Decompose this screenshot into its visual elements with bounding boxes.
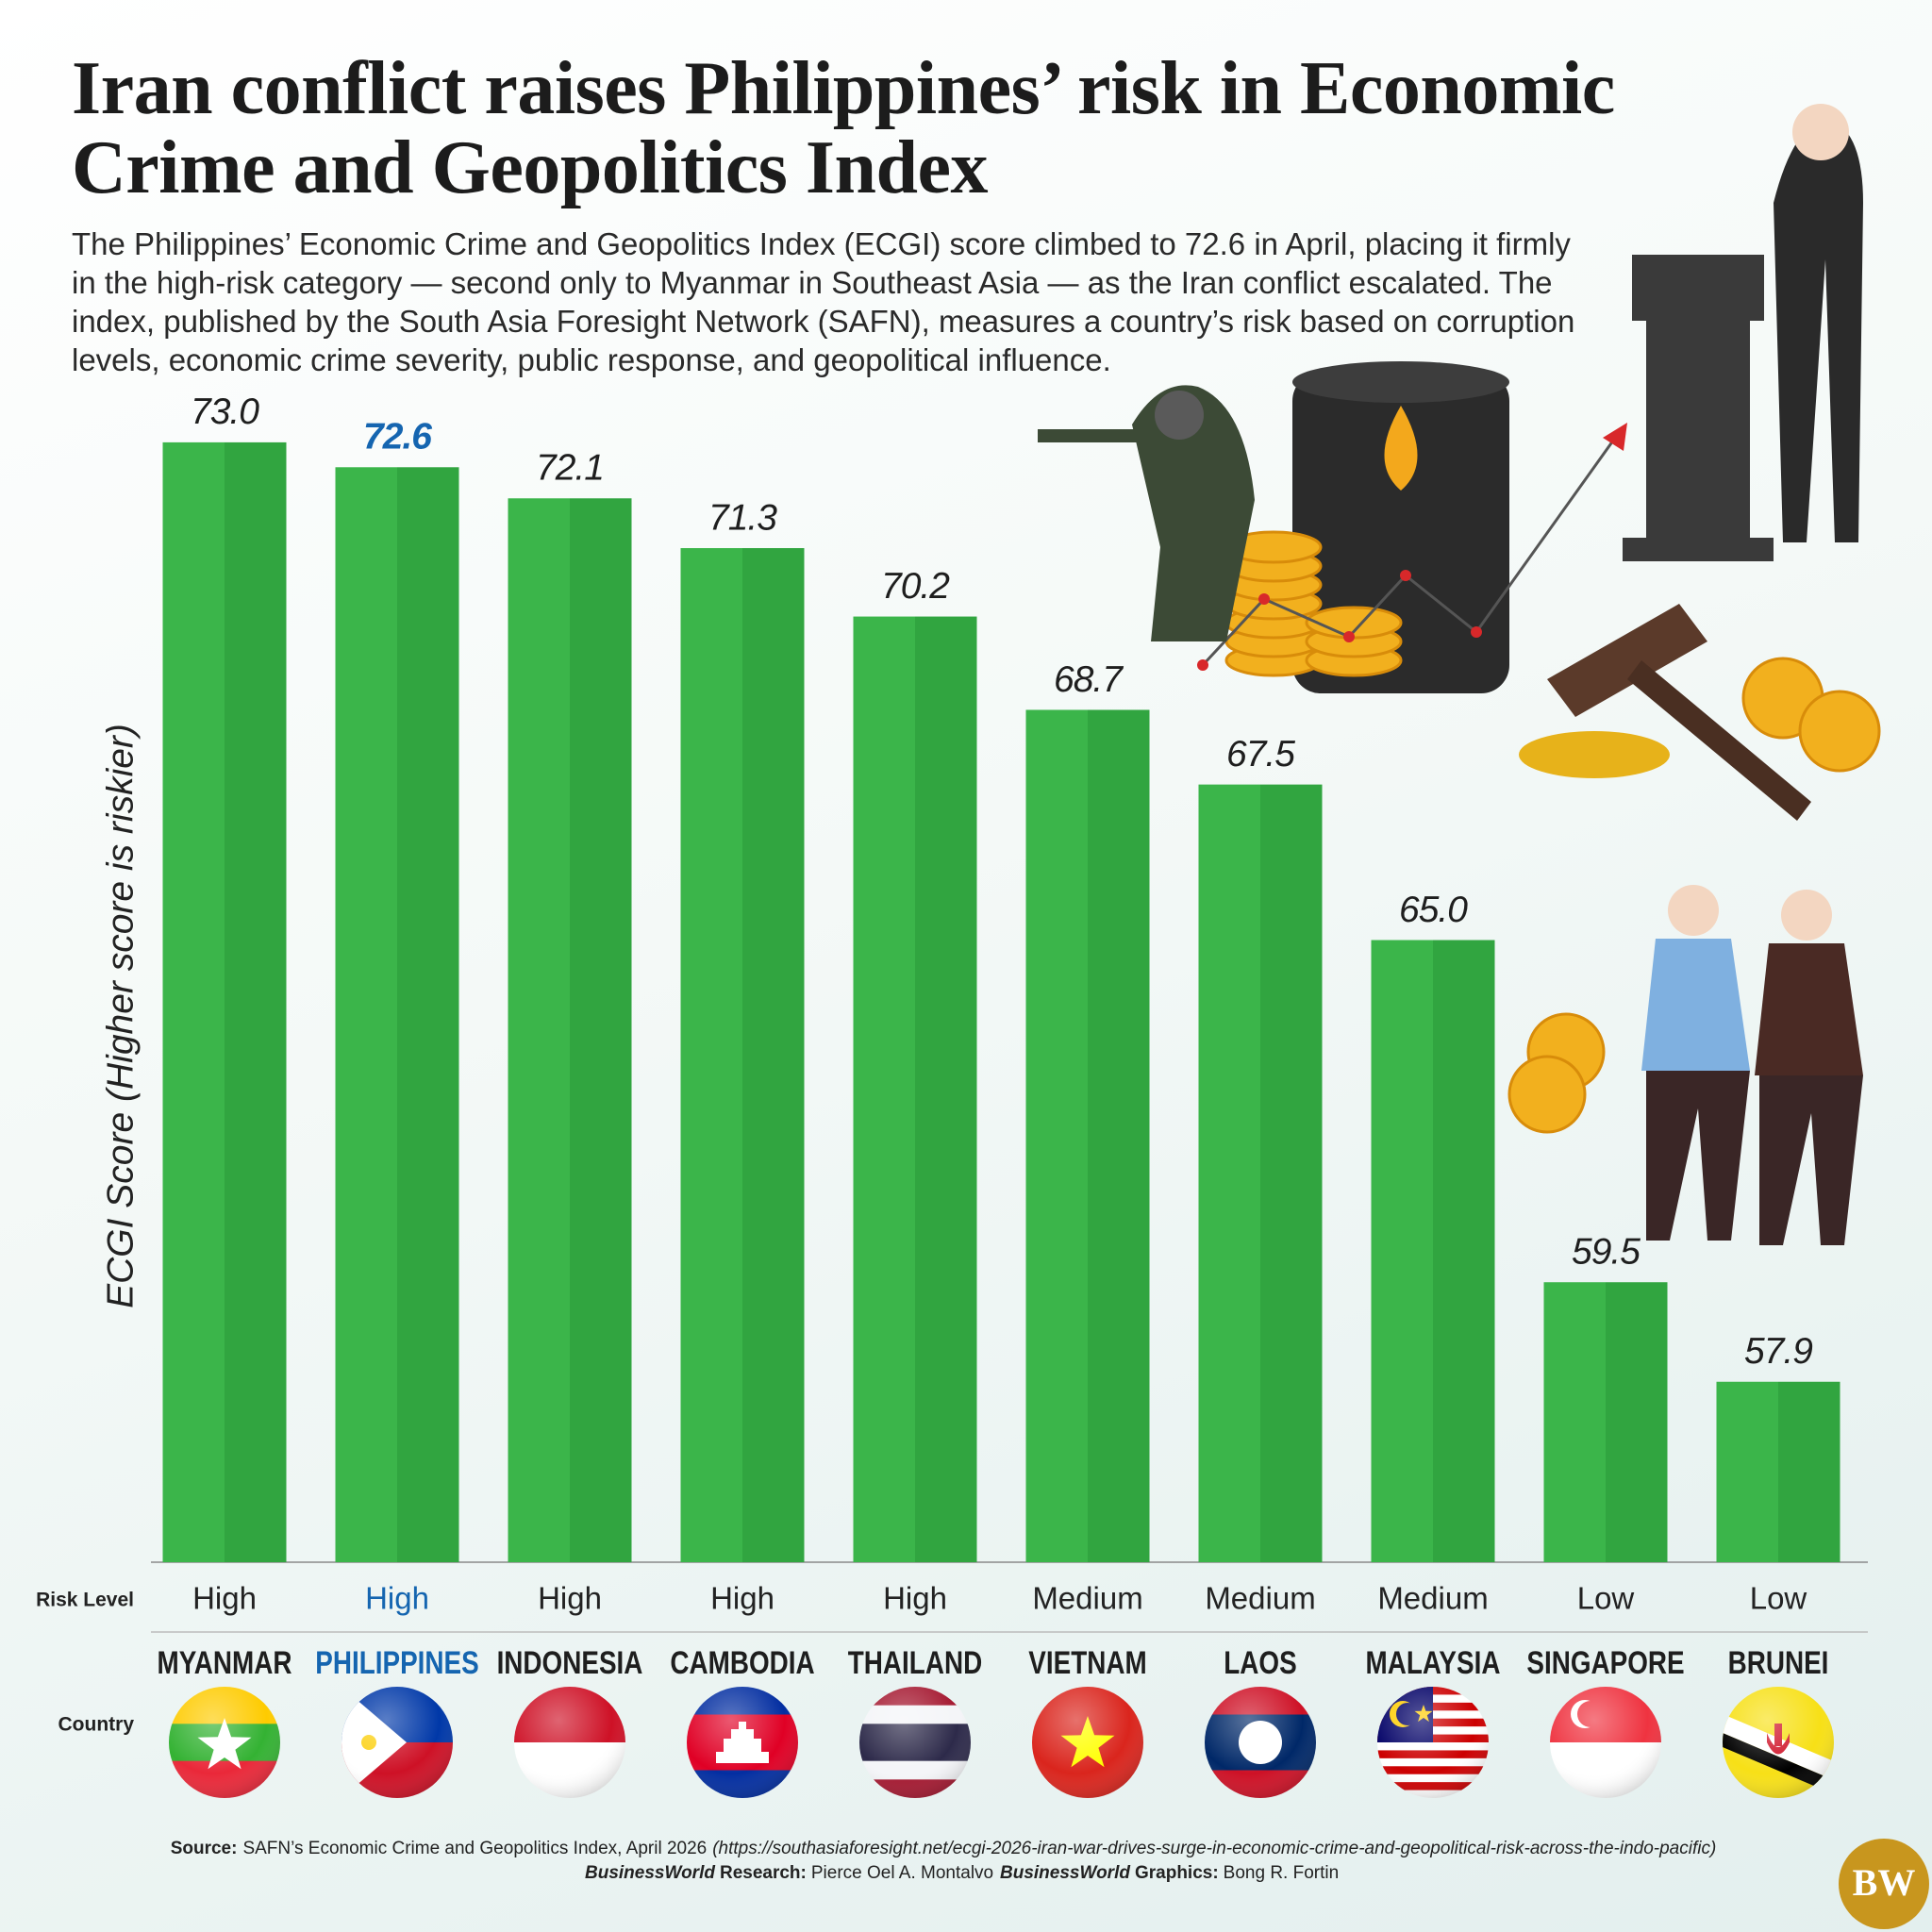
x-tick-label: PHILIPPINES [315, 1644, 478, 1680]
row-label: Country [58, 1714, 135, 1736]
bar [1716, 1381, 1840, 1562]
bar [680, 548, 805, 1562]
risk-level: High [883, 1581, 947, 1616]
credit-role: Research: [720, 1863, 807, 1883]
credit: BusinessWorld Graphics: Bong R. Fortin [1000, 1863, 1339, 1883]
flag-shine [859, 1687, 971, 1798]
risk-level: High [710, 1581, 774, 1616]
bar [853, 616, 977, 1562]
logo-badge [1839, 1839, 1929, 1929]
flag-shine [1377, 1687, 1489, 1798]
credit-role: Graphics: [1135, 1863, 1219, 1883]
credit-brand: BusinessWorld [1000, 1863, 1130, 1883]
risk-level: Medium [1205, 1581, 1315, 1616]
logo: BW [1853, 1861, 1916, 1904]
source-label: Source: [171, 1839, 238, 1858]
chart-title: Iran conflict raises Philippines’ risk i… [72, 47, 1615, 209]
x-tick-label: CAMBODIA [670, 1644, 814, 1680]
risk-level: Medium [1032, 1581, 1142, 1616]
decoration [1038, 104, 1881, 1245]
x-tick-label: MYANMAR [158, 1644, 292, 1680]
flag-shine [1205, 1687, 1316, 1798]
value-label: 70.2 [881, 566, 950, 607]
risk-level: Medium [1377, 1581, 1488, 1616]
credit-brand: BusinessWorld [585, 1863, 715, 1883]
y-axis-title: ECGI Score (Higher score is riskier) [100, 724, 141, 1308]
flag-shine [1550, 1687, 1661, 1798]
chart-subtitle: The Philippines’ Economic Crime and Geop… [72, 226, 1575, 377]
x-tick-label: LAOS [1224, 1644, 1296, 1680]
value-label: 71.3 [708, 497, 777, 538]
risk-level: High [192, 1581, 257, 1616]
x-tick-label: VIETNAM [1028, 1644, 1146, 1680]
value-label: 65.0 [1399, 890, 1468, 930]
x-tick-label: BRUNEI [1728, 1644, 1829, 1680]
bar [508, 498, 632, 1562]
flag-shine [514, 1687, 625, 1798]
credit-name: Bong R. Fortin [1224, 1863, 1340, 1883]
bar [1025, 709, 1150, 1562]
flag-shine [169, 1687, 280, 1798]
value-label: 57.9 [1744, 1331, 1812, 1372]
risk-level: Low [1577, 1581, 1635, 1616]
credit: BusinessWorld Research: Pierce Oel A. Mont… [585, 1863, 993, 1883]
value-label: 72.6 [363, 417, 432, 458]
source: Source: SAFN’s Economic Crime and Geopoli… [171, 1839, 1717, 1858]
x-tick-label: MALAYSIA [1366, 1644, 1501, 1680]
bar [335, 467, 459, 1562]
value-label: 67.5 [1226, 734, 1295, 774]
risk-level: High [538, 1581, 602, 1616]
bar [1198, 784, 1323, 1562]
row-label: Risk Level [36, 1590, 134, 1611]
source-text: SAFN’s Economic Crime and Geopolitics In… [242, 1839, 707, 1858]
flag-shine [687, 1687, 798, 1798]
x-tick-label: THAILAND [848, 1644, 982, 1680]
value-label: 72.1 [536, 448, 604, 489]
value-label: 68.7 [1054, 659, 1124, 700]
risk-level: Low [1750, 1581, 1807, 1616]
x-tick-label: INDONESIA [497, 1644, 643, 1680]
bar [162, 441, 287, 1562]
bar [1543, 1282, 1668, 1562]
x-tick-label: SINGAPORE [1526, 1644, 1684, 1680]
flag-shine [1723, 1687, 1834, 1798]
bar [1371, 940, 1495, 1562]
value-label: 59.5 [1572, 1232, 1641, 1273]
flag-shine [341, 1687, 453, 1798]
flag-shine [1032, 1687, 1143, 1798]
credit-name: Pierce Oel A. Montalvo [811, 1863, 993, 1883]
value-label: 73.0 [191, 391, 259, 432]
risk-level: High [365, 1581, 429, 1616]
source-url: (https://southasiaforesight.net/ecgi-202… [712, 1839, 1716, 1858]
